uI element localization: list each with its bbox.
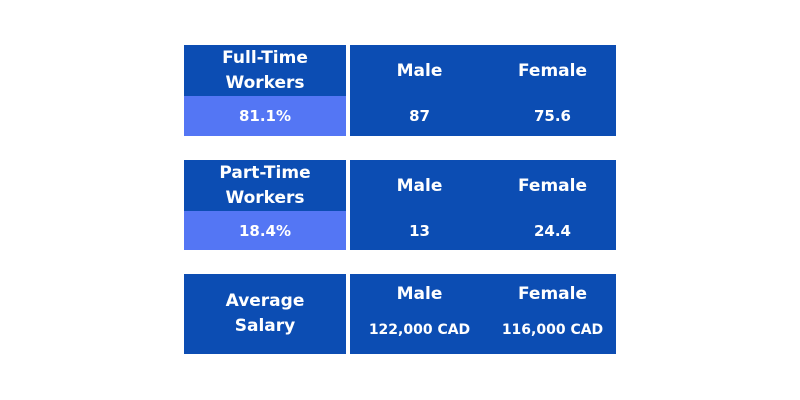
part-time-title-line2: Workers xyxy=(225,187,305,208)
salary-female-header: Female xyxy=(489,274,616,310)
full-time-male-header: Male xyxy=(350,45,489,96)
part-time-male-value: 13 xyxy=(350,211,489,250)
average-salary-table: Average Salary Male Female 122,000 CAD 1… xyxy=(184,274,616,354)
salary-title-cell: Average Salary xyxy=(184,274,346,354)
full-time-total-value: 81.1% xyxy=(184,96,346,136)
full-time-divider xyxy=(346,45,350,136)
part-time-female-header: Female xyxy=(489,160,616,211)
part-time-male-header: Male xyxy=(350,160,489,211)
full-time-female-value: 75.6 xyxy=(489,96,616,136)
full-time-female-header: Female xyxy=(489,45,616,96)
salary-divider xyxy=(346,274,350,354)
salary-male-value: 122,000 CAD xyxy=(350,310,489,354)
full-time-workers-table: Full-Time Workers Male Female 81.1% 87 7… xyxy=(184,45,616,136)
full-time-title-line2: Workers xyxy=(225,72,305,93)
part-time-workers-table: Part-Time Workers Male Female 18.4% 13 2… xyxy=(184,160,616,250)
salary-female-value: 116,000 CAD xyxy=(489,310,616,354)
salary-title-line2: Salary xyxy=(234,316,296,336)
part-time-total-value: 18.4% xyxy=(184,211,346,250)
full-time-male-value: 87 xyxy=(350,96,489,136)
full-time-title-line1: Full-Time xyxy=(222,47,308,68)
salary-male-header: Male xyxy=(350,274,489,310)
full-time-title-cell: Full-Time Workers xyxy=(184,45,346,96)
part-time-divider xyxy=(346,160,350,250)
part-time-title-cell: Part-Time Workers xyxy=(184,160,346,211)
part-time-female-value: 24.4 xyxy=(489,211,616,250)
part-time-title-line1: Part-Time xyxy=(219,162,311,183)
salary-title-line1: Average xyxy=(225,291,305,311)
